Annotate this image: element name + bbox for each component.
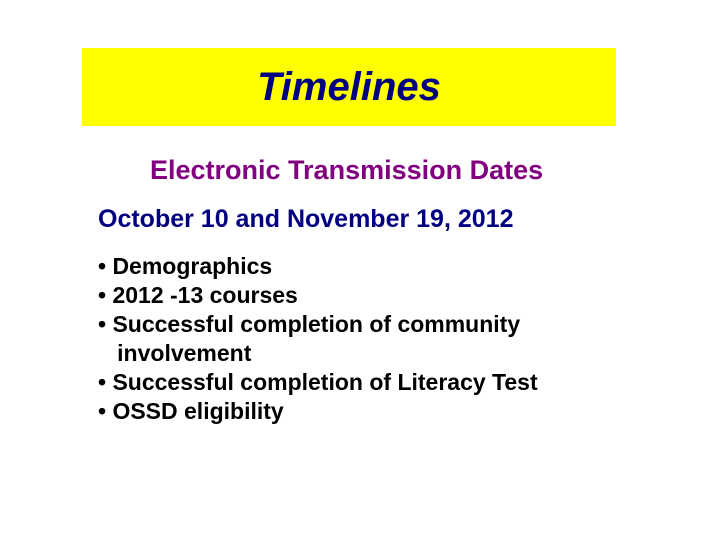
subtitle: Electronic Transmission Dates [150,155,543,186]
slide: Timelines Electronic Transmission Dates … [0,0,720,540]
bullet-line: • OSSD eligibility [98,397,538,426]
title-text: Timelines [257,65,441,109]
bullet-line: • Successful completion of community [98,310,538,339]
date-line: October 10 and November 19, 2012 [98,205,513,234]
bullet-line: • Successful completion of Literacy Test [98,368,538,397]
bullet-line: • 2012 -13 courses [98,281,538,310]
bullet-line: involvement [98,339,538,368]
title-bar: Timelines [82,48,616,126]
bullet-list: • Demographics• 2012 -13 courses• Succes… [98,252,538,426]
bullet-line: • Demographics [98,252,538,281]
